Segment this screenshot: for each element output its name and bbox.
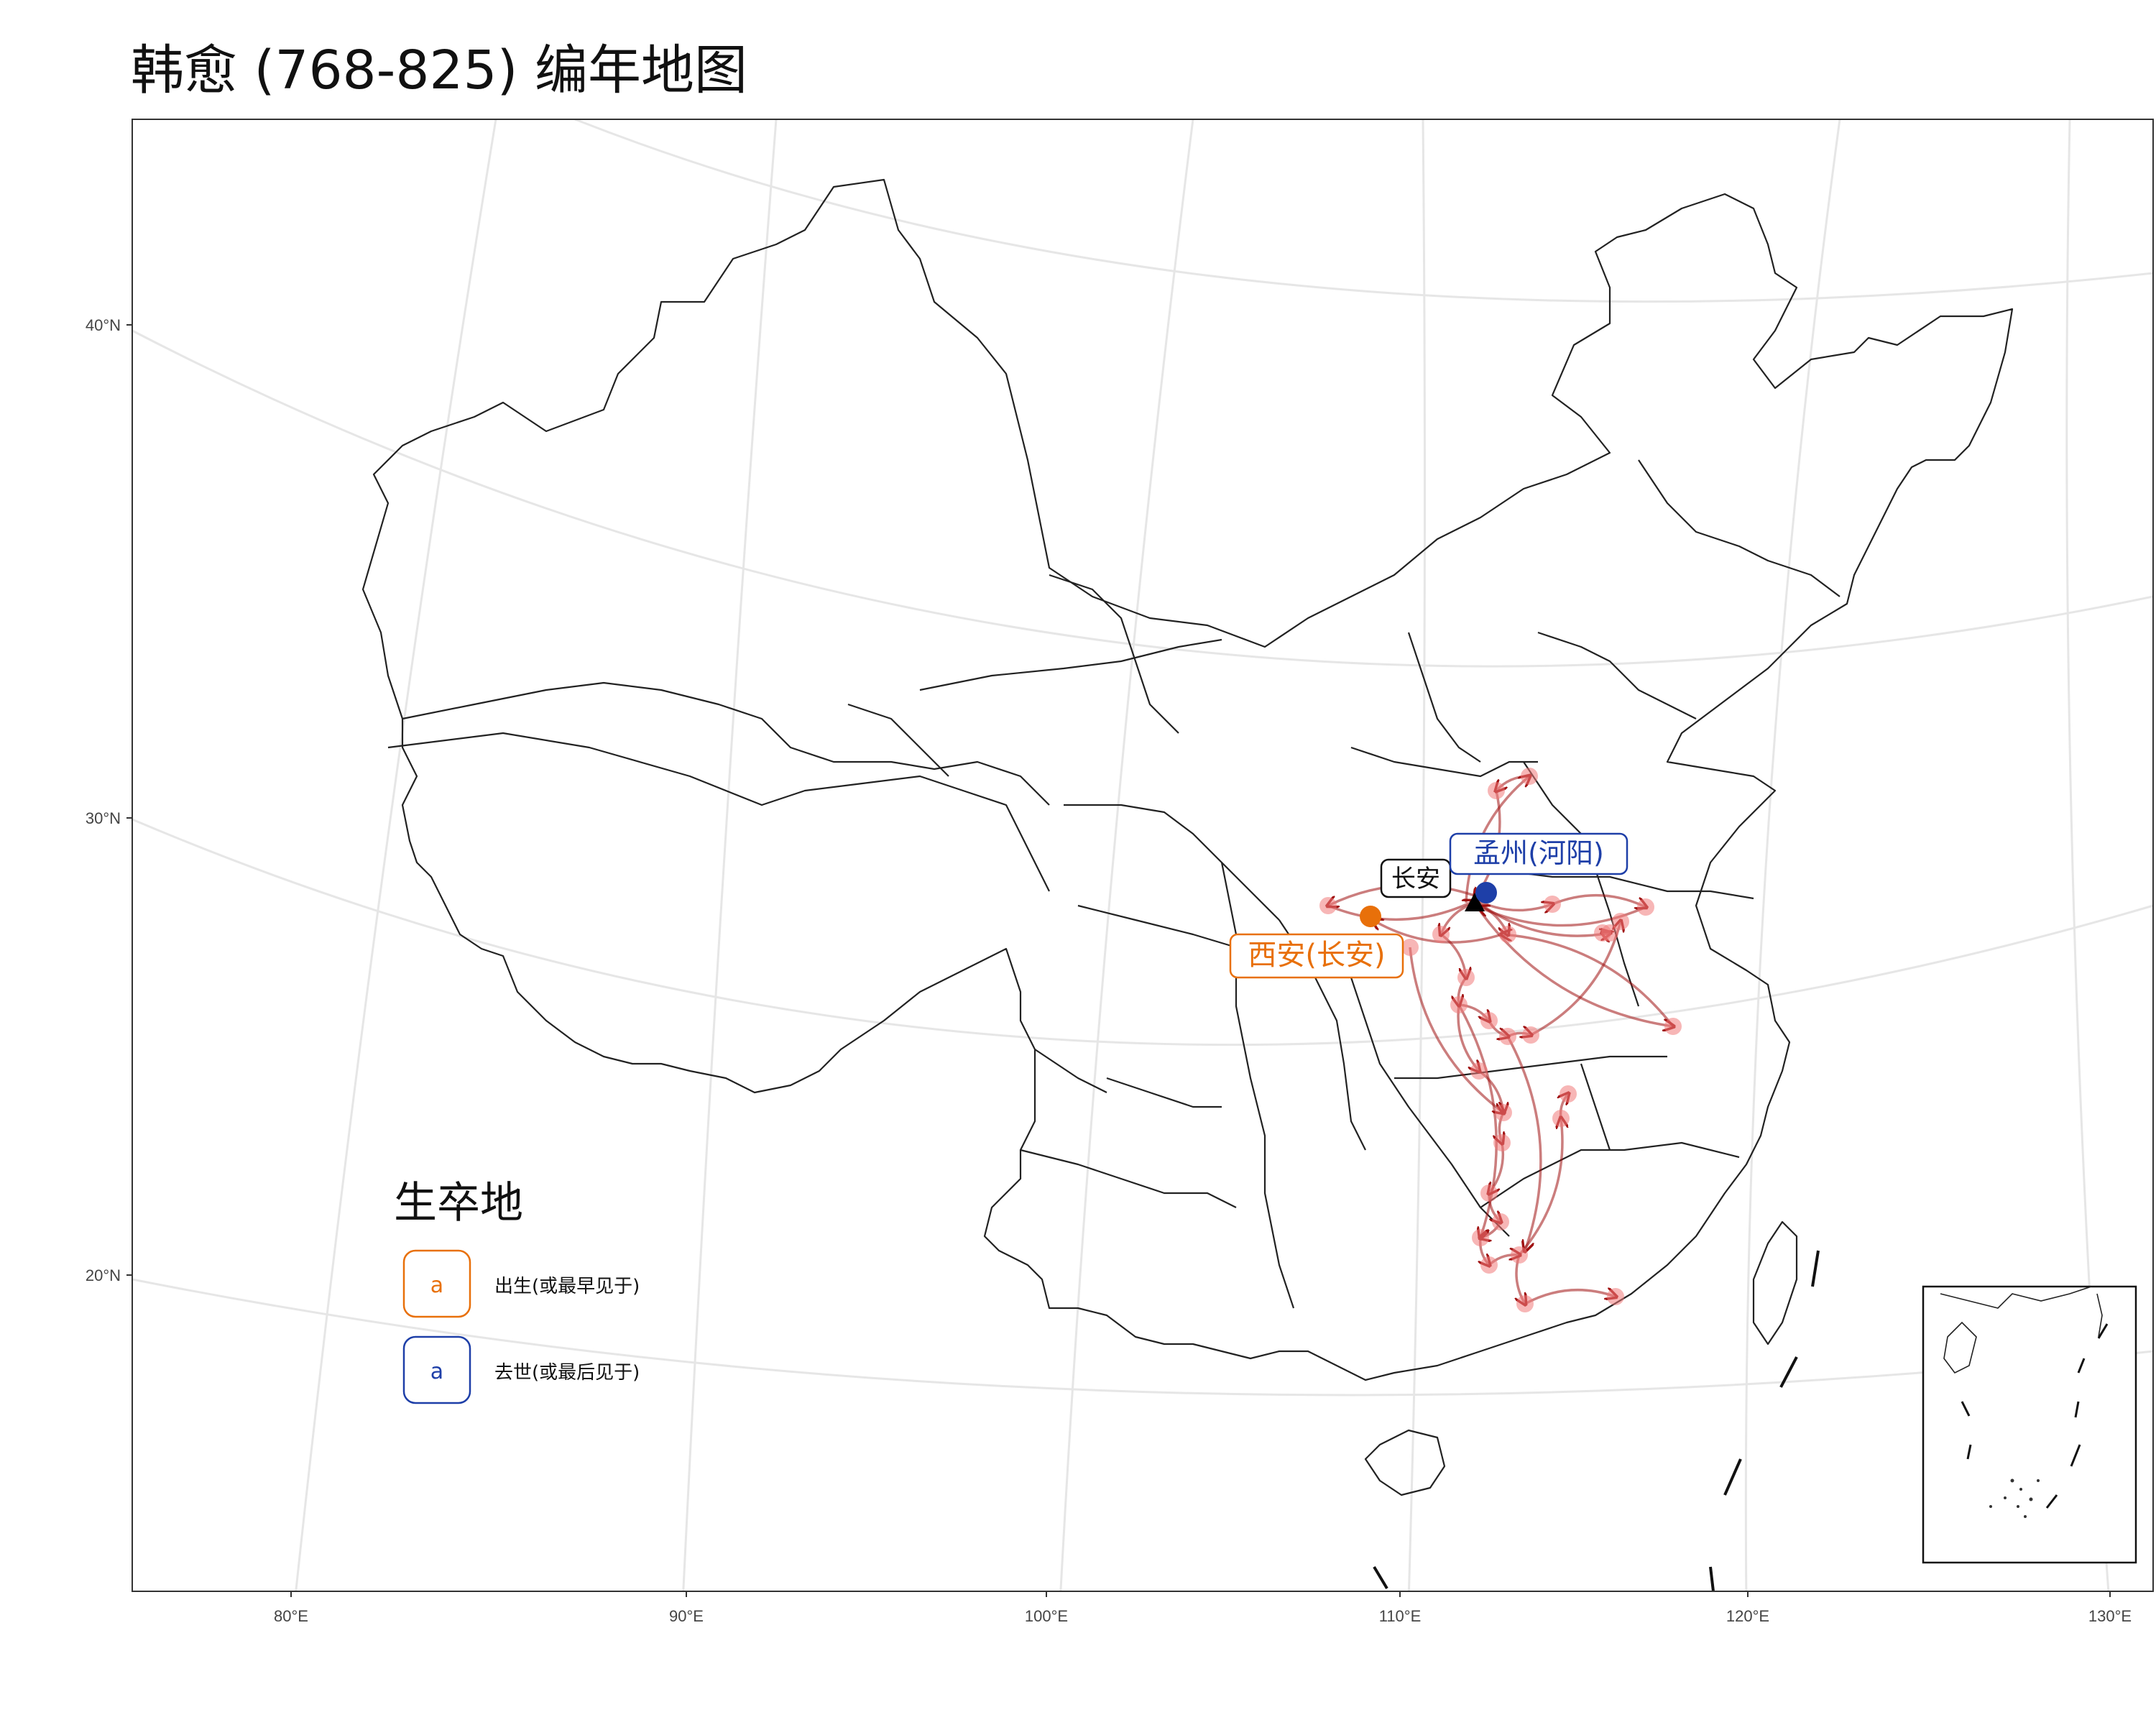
stop-point xyxy=(1612,913,1629,930)
legend-label-birth: 出生(或最早见于) xyxy=(494,1276,640,1297)
stop-point xyxy=(1522,1026,1539,1044)
travel-stops xyxy=(1319,768,1682,1312)
legend-title: 生卒地 xyxy=(394,1178,523,1228)
maritime-dash-lines xyxy=(1373,1250,1820,1592)
route-arc xyxy=(1465,776,1529,903)
stop-point xyxy=(1601,924,1618,942)
svg-text:西安(长安): 西安(长安) xyxy=(1248,939,1385,972)
stop-point xyxy=(1480,1012,1498,1029)
stop-point xyxy=(1457,969,1475,986)
legend: 生卒地 a 出生(或最早见于) a 去世(或最后见于) xyxy=(394,1178,640,1404)
stop-point xyxy=(1480,1184,1498,1202)
stop-point xyxy=(1472,1229,1489,1246)
x-tick-label: 120°E xyxy=(1726,1607,1769,1625)
stop-point xyxy=(1560,1085,1577,1103)
stop-point xyxy=(1664,1018,1682,1035)
legend-label-death: 去世(或最后见于) xyxy=(494,1362,640,1384)
stop-point xyxy=(1544,896,1561,913)
svg-text:长安: 长安 xyxy=(1391,865,1440,893)
stop-point xyxy=(1480,1256,1498,1274)
stop-point xyxy=(1492,1213,1509,1230)
stop-point xyxy=(1499,926,1516,943)
birth-marker xyxy=(1360,906,1381,927)
stop-point xyxy=(1488,782,1505,799)
legend-key-death: a xyxy=(430,1359,443,1384)
route-arc xyxy=(1502,934,1674,1028)
route-arc xyxy=(1373,920,1503,944)
y-tick-label: 20°N xyxy=(86,1266,121,1284)
stop-point xyxy=(1552,1110,1570,1127)
legend-item-birth: a 出生(或最早见于) xyxy=(402,1249,640,1318)
capital-marker xyxy=(1465,893,1485,911)
legend-item-death: a 去世(或最后见于) xyxy=(402,1335,640,1404)
stop-point xyxy=(1499,1028,1516,1045)
stop-point xyxy=(1432,926,1450,943)
x-tick-label: 80°E xyxy=(274,1607,308,1625)
stop-point xyxy=(1511,1246,1528,1264)
x-tick-label: 110°E xyxy=(1379,1607,1422,1625)
svg-text:孟州(河阳): 孟州(河阳) xyxy=(1473,837,1604,869)
graticule xyxy=(132,119,2153,1591)
route-arc xyxy=(1552,893,1646,907)
stop-point xyxy=(1607,1288,1624,1305)
death-marker xyxy=(1475,882,1497,903)
stop-point xyxy=(1401,939,1419,956)
y-axis: 40°N 30°N 20°N xyxy=(86,316,132,1284)
y-tick-label: 40°N xyxy=(86,316,121,334)
x-tick-label: 90°E xyxy=(669,1607,704,1625)
stop-point xyxy=(1493,1134,1511,1151)
y-tick-label: 30°N xyxy=(86,809,121,827)
stop-point xyxy=(1637,898,1654,916)
route-arc xyxy=(1457,1004,1498,1238)
route-arc xyxy=(1472,901,1673,1026)
death-place-label: 孟州(河阳) xyxy=(1449,832,1628,875)
stop-point xyxy=(1495,1104,1512,1121)
x-tick-label: 130°E xyxy=(2088,1607,2132,1625)
stop-point xyxy=(1521,768,1538,785)
legend-key-birth: a xyxy=(430,1273,443,1298)
birth-place-label: 西安(长安) xyxy=(1229,933,1404,979)
x-axis: 80°E 90°E 100°E 110°E 120°E 130°E xyxy=(274,1591,2132,1625)
china-outline xyxy=(361,178,2014,1496)
capital-label: 长安 xyxy=(1380,858,1452,898)
stop-point xyxy=(1319,897,1337,914)
stop-point xyxy=(1516,1295,1534,1312)
x-tick-label: 100°E xyxy=(1025,1607,1068,1625)
map-title: 韩愈 (768-825) 编年地图 xyxy=(131,40,747,101)
south-china-sea-inset xyxy=(1922,1285,2137,1564)
route-arc xyxy=(1327,901,1473,921)
route-arc xyxy=(1524,1290,1616,1305)
route-arc xyxy=(1409,947,1503,1113)
stop-point xyxy=(1470,1062,1488,1080)
route-arc xyxy=(1506,1036,1542,1251)
stop-point xyxy=(1450,996,1468,1013)
map-panel-border xyxy=(132,119,2154,1592)
